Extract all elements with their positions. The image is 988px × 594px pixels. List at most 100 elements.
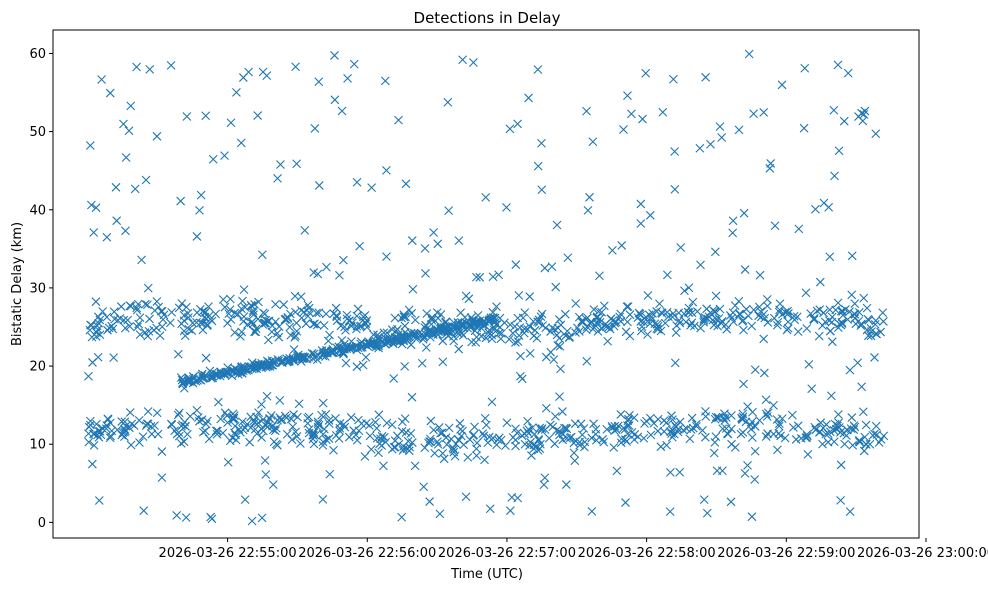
data-point — [213, 426, 222, 436]
data-point — [269, 425, 278, 435]
data-point — [379, 328, 389, 338]
data-point — [718, 424, 728, 434]
data-point — [356, 321, 366, 331]
data-point — [454, 344, 464, 354]
data-point — [547, 262, 557, 272]
data-point — [426, 437, 435, 447]
data-point — [558, 407, 567, 416]
data-point — [286, 414, 296, 424]
data-point — [180, 417, 190, 427]
y-tick-label: 50 — [29, 125, 46, 140]
data-point — [85, 141, 95, 150]
data-point — [868, 430, 878, 440]
data-point — [843, 315, 853, 324]
data-point — [167, 420, 177, 430]
data-point — [774, 419, 784, 428]
data-point — [420, 243, 430, 253]
data-point — [318, 429, 328, 439]
data-point — [458, 331, 468, 340]
data-point — [225, 294, 235, 304]
data-point — [105, 418, 115, 428]
data-point — [625, 410, 634, 420]
data-point — [103, 414, 113, 424]
data-point — [313, 417, 323, 427]
data-point — [92, 328, 101, 337]
data-point — [454, 236, 464, 245]
data-point — [184, 324, 194, 334]
data-point — [711, 314, 721, 324]
points-layer — [84, 49, 889, 526]
data-point — [425, 332, 435, 342]
data-point — [528, 317, 538, 326]
data-point — [715, 304, 725, 314]
data-point — [492, 302, 501, 311]
data-point — [879, 317, 888, 326]
data-point — [871, 421, 881, 431]
data-point — [773, 445, 782, 455]
data-point — [427, 315, 437, 325]
data-point — [397, 426, 407, 436]
data-point — [583, 205, 593, 215]
data-point — [675, 467, 685, 477]
data-point — [433, 439, 443, 449]
data-point — [829, 105, 839, 115]
data-point — [679, 425, 688, 435]
data-point — [528, 423, 537, 433]
data-point — [850, 299, 860, 309]
data-point — [335, 419, 345, 428]
data-point — [109, 307, 119, 317]
data-point — [520, 308, 530, 317]
data-point — [754, 311, 764, 321]
data-point — [815, 277, 825, 287]
data-point — [98, 307, 108, 316]
data-point — [620, 424, 630, 434]
data-point — [198, 427, 208, 437]
data-point — [157, 447, 167, 456]
data-point — [478, 429, 488, 438]
data-point — [667, 432, 677, 442]
data-point — [553, 341, 563, 350]
data-point — [140, 299, 150, 309]
data-point — [436, 428, 445, 438]
data-point — [312, 308, 321, 318]
data-point — [688, 423, 698, 433]
y-tick-label: 40 — [29, 203, 46, 218]
data-point — [710, 307, 720, 317]
data-point — [263, 422, 273, 432]
data-point — [167, 307, 177, 317]
data-point — [836, 427, 845, 437]
data-point — [804, 359, 814, 369]
data-point — [838, 306, 848, 316]
data-point — [702, 508, 712, 518]
data-point — [573, 323, 582, 333]
data-point — [270, 426, 280, 436]
data-point — [220, 302, 230, 312]
data-point — [233, 367, 243, 377]
data-point — [435, 321, 445, 331]
data-point — [195, 304, 205, 314]
data-point — [701, 72, 711, 82]
data-point — [247, 516, 257, 526]
data-point — [525, 348, 535, 358]
data-point — [152, 408, 162, 418]
data-point — [556, 364, 565, 374]
data-point — [398, 417, 407, 427]
data-point — [833, 60, 843, 70]
data-point — [107, 321, 117, 331]
data-point — [201, 314, 211, 324]
data-point — [241, 364, 251, 374]
data-point — [541, 323, 551, 333]
data-point — [208, 154, 218, 164]
data-point — [574, 312, 584, 322]
data-point — [353, 304, 363, 314]
data-point — [117, 417, 127, 426]
data-point — [576, 419, 586, 429]
data-point — [196, 190, 206, 200]
data-point — [382, 328, 392, 338]
data-point — [323, 336, 333, 346]
data-point — [247, 362, 256, 372]
data-point — [382, 418, 392, 428]
data-point — [780, 307, 790, 317]
data-point — [142, 419, 152, 429]
data-point — [475, 272, 485, 282]
